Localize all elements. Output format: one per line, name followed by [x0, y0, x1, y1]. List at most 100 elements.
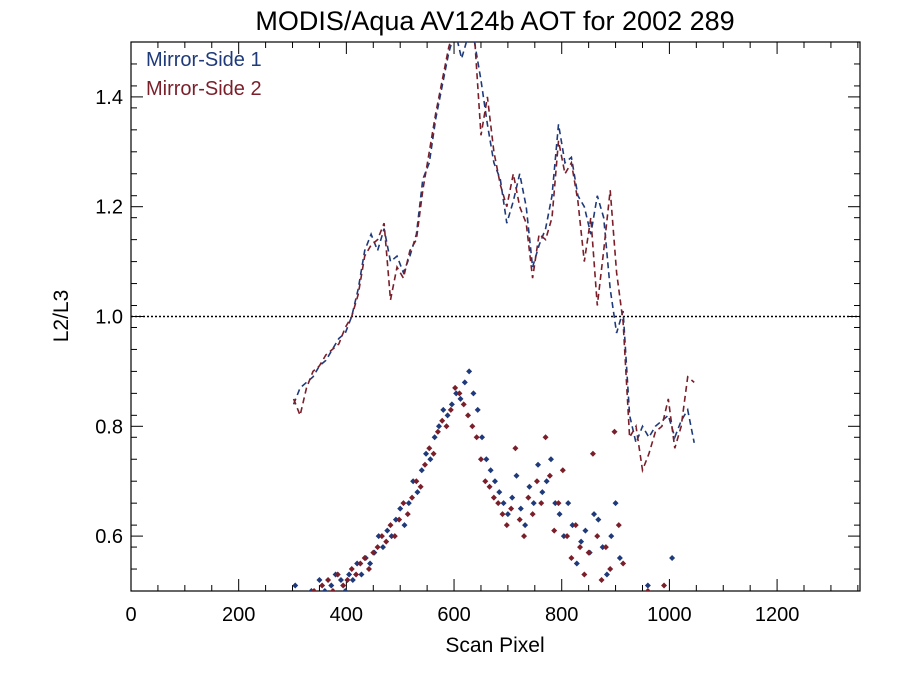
x-tick-label: 0	[125, 604, 136, 626]
scatter-point-1	[444, 412, 451, 419]
scatter-point-1	[346, 571, 353, 578]
y-tick-label: 0.8	[95, 416, 123, 438]
scatter-point-2	[602, 544, 609, 551]
scatter-point-1	[466, 368, 473, 375]
scatter-point-1	[388, 533, 395, 540]
scatter-point-1	[354, 560, 361, 567]
scatter-point-1	[405, 500, 412, 507]
legend-label-series-1: Mirror-Side 1	[146, 49, 262, 71]
scatter-point-2	[525, 494, 532, 501]
scatter-point-1	[483, 456, 490, 463]
scatter-point-1	[578, 538, 585, 545]
x-tick-label: 200	[222, 604, 255, 626]
scatter-point-2	[340, 582, 347, 589]
line-series-layer	[292, 42, 695, 474]
scatter-point-2	[546, 472, 553, 479]
scatter-point-1	[582, 527, 589, 534]
scatter-point-1	[513, 472, 520, 479]
scatter-point-1	[423, 450, 430, 457]
scatter-point-2	[620, 560, 627, 567]
scatter-point-2	[661, 582, 668, 589]
scatter-point-2	[460, 401, 467, 408]
x-tick-label: 400	[330, 604, 363, 626]
scatter-point-2	[391, 533, 398, 540]
scatter-point-1	[392, 516, 399, 523]
scatter-point-1	[349, 577, 356, 584]
scatter-point-2	[439, 417, 446, 424]
scatter-point-2	[430, 450, 437, 457]
scatter-point-1	[479, 434, 486, 441]
scatter-point-1	[530, 500, 537, 507]
scatter-point-2	[521, 533, 528, 540]
y-tick-label: 1.4	[95, 87, 123, 109]
scatter-point-2	[426, 445, 433, 452]
scatter-point-1	[504, 511, 511, 518]
scatter-point-1	[384, 527, 391, 534]
scatter-point-1	[556, 511, 563, 518]
scatter-point-1	[547, 456, 554, 463]
scatter-series-layer	[292, 368, 676, 591]
scatter-point-1	[669, 555, 676, 562]
scatter-point-1	[539, 489, 546, 496]
scatter-point-1	[435, 423, 442, 430]
scatter-point-2	[499, 511, 506, 518]
scatter-point-2	[443, 423, 450, 430]
scatter-point-1	[573, 560, 580, 567]
scatter-point-1	[379, 544, 386, 551]
scatter-point-2	[577, 544, 584, 551]
scatter-point-2	[581, 571, 588, 578]
scatter-point-1	[591, 511, 598, 518]
scatter-point-2	[598, 577, 605, 584]
scatter-point-2	[447, 406, 454, 413]
scatter-point-2	[469, 423, 476, 430]
scatter-point-1	[321, 588, 328, 591]
scatter-point-2	[594, 533, 601, 540]
scatter-point-1	[543, 478, 550, 485]
scatter-point-2	[572, 522, 579, 529]
scatter-point-1	[457, 395, 464, 402]
scatter-point-1	[316, 577, 323, 584]
scatter-point-2	[644, 588, 651, 591]
scatter-point-1	[427, 456, 434, 463]
scatter-point-1	[448, 401, 455, 408]
scatter-point-2	[365, 566, 372, 573]
scatter-point-2	[400, 500, 407, 507]
scatter-point-2	[329, 588, 336, 591]
scatter-point-2	[374, 544, 381, 551]
x-tick-label: 1200	[755, 604, 800, 626]
scatter-point-1	[414, 489, 421, 496]
scatter-point-2	[508, 505, 515, 512]
scatter-point-2	[361, 555, 368, 562]
y-axis-label: L2/L3	[50, 290, 73, 343]
scatter-point-2	[357, 560, 364, 567]
scatter-point-1	[595, 516, 602, 523]
scatter-point-2	[334, 571, 341, 578]
scatter-point-1	[487, 467, 494, 474]
scatter-point-2	[383, 538, 390, 545]
scatter-point-2	[378, 533, 385, 540]
scatter-point-1	[410, 478, 417, 485]
scatter-point-2	[615, 522, 622, 529]
x-tick-label: 800	[545, 604, 578, 626]
scatter-point-2	[413, 478, 420, 485]
scatter-point-2	[611, 428, 618, 435]
scatter-point-1	[328, 582, 335, 589]
scatter-point-1	[517, 505, 524, 512]
scatter-point-2	[503, 522, 510, 529]
scatter-point-1	[603, 571, 610, 578]
scatter-point-2	[533, 478, 540, 485]
x-tick-label: 1000	[647, 604, 692, 626]
scatter-point-2	[456, 390, 463, 397]
scatter-point-2	[607, 566, 614, 573]
scatter-point-2	[477, 456, 484, 463]
scatter-point-2	[409, 494, 416, 501]
scatter-point-2	[495, 500, 502, 507]
scatter-point-1	[491, 478, 498, 485]
scatter-point-2	[473, 434, 480, 441]
scatter-point-2	[585, 549, 592, 556]
scatter-point-2	[490, 494, 497, 501]
scatter-point-1	[292, 582, 299, 589]
series-line-2	[292, 42, 695, 474]
scatter-point-2	[568, 555, 575, 562]
scatter-point-1	[453, 390, 460, 397]
